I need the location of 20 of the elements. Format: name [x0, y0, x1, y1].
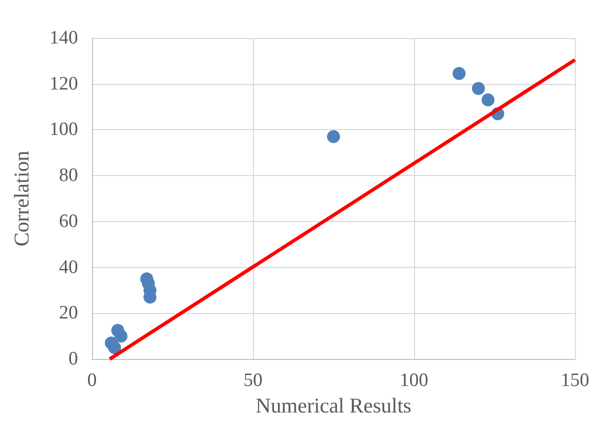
y-axis-title: Correlation — [10, 150, 34, 246]
y-tick-label: 100 — [50, 119, 78, 140]
y-tick-label: 20 — [59, 302, 78, 324]
y-tick-label: 0 — [68, 348, 78, 370]
x-axis-title: Numerical Results — [256, 394, 412, 418]
y-tick-label: 120 — [50, 73, 78, 94]
y-tick-label: 40 — [59, 256, 78, 278]
x-tick-label: 100 — [400, 370, 428, 392]
point — [482, 93, 495, 106]
point — [472, 82, 485, 95]
y-tick-label: 60 — [59, 210, 78, 232]
point — [108, 341, 122, 354]
point — [452, 67, 466, 80]
x-tick-label: 0 — [87, 370, 97, 392]
x-tick-label: 50 — [244, 370, 262, 392]
x-tick-label: 150 — [560, 370, 590, 392]
y-tick-label: 140 — [50, 28, 78, 48]
point — [114, 330, 128, 343]
point — [327, 130, 340, 144]
y-tick-label: 80 — [59, 165, 78, 186]
